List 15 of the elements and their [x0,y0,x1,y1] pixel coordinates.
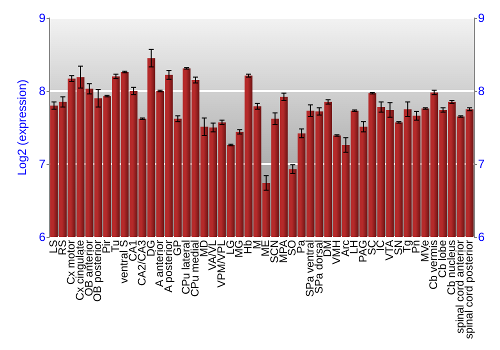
y-tick-label: 9 [38,11,46,25]
x-tick-label: CPu medial [189,240,202,297]
y2-tick-label: 9 [478,11,485,25]
y-tick-label: 8 [38,84,46,98]
x-tick-label: OB posterior [92,240,104,302]
y2-tick-label: 6 [478,230,485,244]
y2-tick-label: 7 [478,156,485,171]
x-tick-label: spinal cord posterior [464,240,476,340]
y-tick-label: 6 [38,230,46,244]
y2-tick-label: 8 [478,84,485,98]
x-tick-label: A posterior [162,240,175,293]
y-axis-title: Log2 (expression) [15,79,29,176]
y-tick-label: 7 [38,156,46,171]
x-tick-label: VMH [330,240,343,264]
x-tick-label: Tg [402,240,414,253]
